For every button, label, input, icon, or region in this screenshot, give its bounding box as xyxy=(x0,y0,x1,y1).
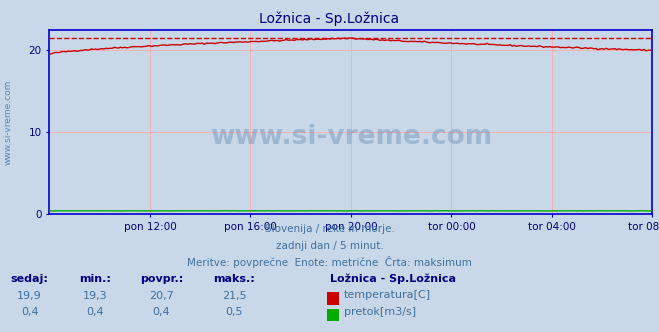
Text: Slovenija / reke in morje.: Slovenija / reke in morje. xyxy=(264,224,395,234)
Text: min.:: min.: xyxy=(80,274,111,284)
Text: Ložnica - Sp.Ložnica: Ložnica - Sp.Ložnica xyxy=(330,274,455,285)
Text: 0,4: 0,4 xyxy=(21,307,38,317)
Text: temperatura[C]: temperatura[C] xyxy=(344,290,431,300)
Text: www.si-vreme.com: www.si-vreme.com xyxy=(3,79,13,165)
Text: 0,4: 0,4 xyxy=(87,307,104,317)
Text: maks.:: maks.: xyxy=(213,274,255,284)
Text: 19,3: 19,3 xyxy=(83,290,108,300)
Text: Meritve: povprečne  Enote: metrične  Črta: maksimum: Meritve: povprečne Enote: metrične Črta:… xyxy=(187,256,472,268)
Text: Ložnica - Sp.Ložnica: Ložnica - Sp.Ložnica xyxy=(260,12,399,26)
Text: 21,5: 21,5 xyxy=(221,290,246,300)
Text: www.si-vreme.com: www.si-vreme.com xyxy=(210,124,492,150)
Text: 19,9: 19,9 xyxy=(17,290,42,300)
Text: povpr.:: povpr.: xyxy=(140,274,183,284)
Text: 20,7: 20,7 xyxy=(149,290,174,300)
Text: 0,5: 0,5 xyxy=(225,307,243,317)
Text: 0,4: 0,4 xyxy=(153,307,170,317)
Text: pretok[m3/s]: pretok[m3/s] xyxy=(344,307,416,317)
Text: sedaj:: sedaj: xyxy=(11,274,49,284)
Text: zadnji dan / 5 minut.: zadnji dan / 5 minut. xyxy=(275,241,384,251)
